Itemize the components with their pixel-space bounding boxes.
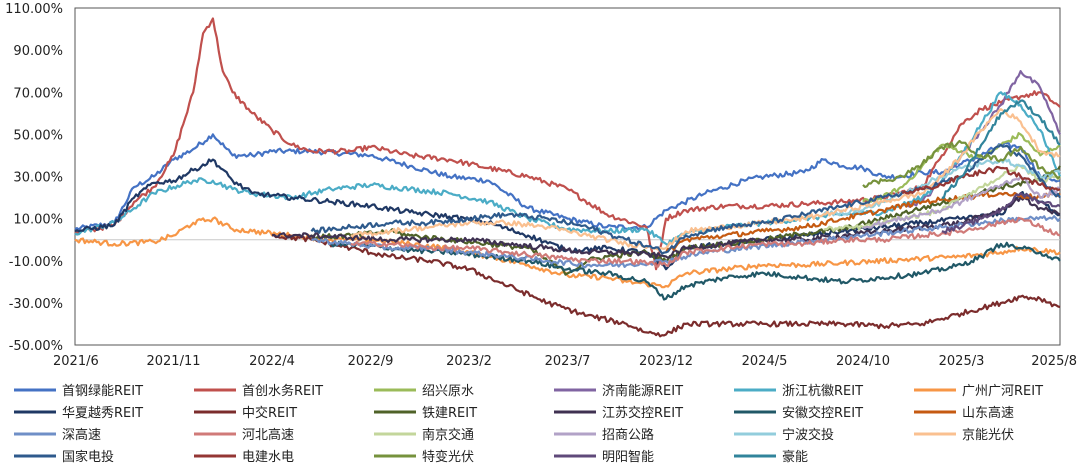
plot-area-frame bbox=[74, 7, 1061, 346]
legend-label: 深高速 bbox=[62, 427, 101, 443]
legend-label: 济南能源REIT bbox=[602, 383, 683, 399]
legend-label: 山东高速 bbox=[962, 405, 1014, 421]
x-tick-label: 2023/12 bbox=[639, 354, 693, 369]
legend-label: 中交REIT bbox=[242, 405, 297, 421]
series-line bbox=[350, 108, 1061, 251]
series-line bbox=[74, 216, 1061, 289]
series-line bbox=[310, 143, 1061, 255]
y-tick-label: -30.00% bbox=[9, 297, 63, 312]
series-line bbox=[862, 132, 1061, 203]
series-line bbox=[941, 192, 1061, 234]
y-tick-label: 70.00% bbox=[13, 86, 63, 101]
legend-label: 宁波交投 bbox=[782, 427, 834, 443]
x-axis-ticks: 2021/6 2021/11 2022/4 2022/9 2023/2 2023/7 202… bbox=[53, 354, 1077, 369]
y-tick-label: 10.00% bbox=[13, 213, 63, 228]
y-tick-label: 90.00% bbox=[13, 44, 63, 59]
legend-label: 电建水电 bbox=[242, 450, 294, 465]
legend-label: 豪能 bbox=[782, 449, 808, 465]
y-tick-label: -10.00% bbox=[9, 255, 63, 270]
x-tick-label: 2023/7 bbox=[545, 354, 591, 369]
x-tick-label: 2022/9 bbox=[348, 354, 394, 369]
x-tick-label: 2024/10 bbox=[836, 354, 890, 369]
series-line bbox=[862, 175, 1061, 229]
series-line bbox=[862, 139, 1061, 189]
series-line bbox=[271, 196, 1061, 259]
legend-label: 明阳智能 bbox=[602, 450, 654, 465]
y-tick-label: 110.00% bbox=[5, 2, 63, 17]
series-line bbox=[350, 216, 1061, 268]
legend-label: 首创水务REIT bbox=[242, 383, 323, 399]
legend-label: 浙江杭徽REIT bbox=[782, 384, 863, 399]
y-axis-ticks: 110.00% 90.00% 70.00% 50.00% 30.00% 10.00% -10… bbox=[5, 2, 63, 354]
legend-label: 招商公路 bbox=[602, 427, 654, 443]
legend-label: 首钢绿能REIT bbox=[62, 384, 143, 399]
legend-label: 铁建REIT bbox=[422, 406, 477, 421]
series-line bbox=[665, 191, 1061, 253]
legend-label: 国家电投 bbox=[62, 449, 114, 465]
y-tick-label: 30.00% bbox=[13, 171, 63, 186]
series-lines bbox=[74, 17, 1062, 338]
legend-label: 华夏越秀REIT bbox=[62, 406, 143, 421]
x-tick-label: 2025/3 bbox=[939, 354, 985, 369]
y-tick-label: 50.00% bbox=[13, 128, 63, 143]
legend-label: 安徽交控REIT bbox=[782, 405, 863, 421]
series-line bbox=[74, 158, 1061, 271]
legend-label: 广州广河REIT bbox=[962, 384, 1043, 399]
series-line bbox=[941, 99, 1061, 199]
legend: 首钢绿能REIT 首创水务REIT 绍兴原水 济南能源REIT 浙江杭徽REIT 广州广河… bbox=[14, 383, 1043, 465]
x-tick-label: 2023/2 bbox=[446, 354, 492, 369]
x-tick-label: 2021/6 bbox=[53, 354, 99, 369]
legend-label: 京能光伏 bbox=[962, 428, 1014, 443]
legend-label: 南京交通 bbox=[422, 427, 474, 443]
legend-label: 绍兴原水 bbox=[422, 384, 474, 399]
legend-label: 特变光伏 bbox=[422, 449, 474, 465]
legend-label: 河北高速 bbox=[242, 427, 294, 443]
x-tick-label: 2025/8 bbox=[1031, 354, 1077, 369]
series-line bbox=[271, 233, 1061, 338]
legend-label: 江苏交控REIT bbox=[602, 405, 683, 421]
x-tick-label: 2022/4 bbox=[249, 354, 295, 369]
x-tick-label: 2021/11 bbox=[146, 354, 200, 369]
series-line bbox=[330, 240, 1061, 301]
series-line bbox=[901, 165, 1061, 195]
x-tick-label: 2024/5 bbox=[742, 354, 788, 369]
y-tick-label: -50.00% bbox=[9, 339, 63, 354]
